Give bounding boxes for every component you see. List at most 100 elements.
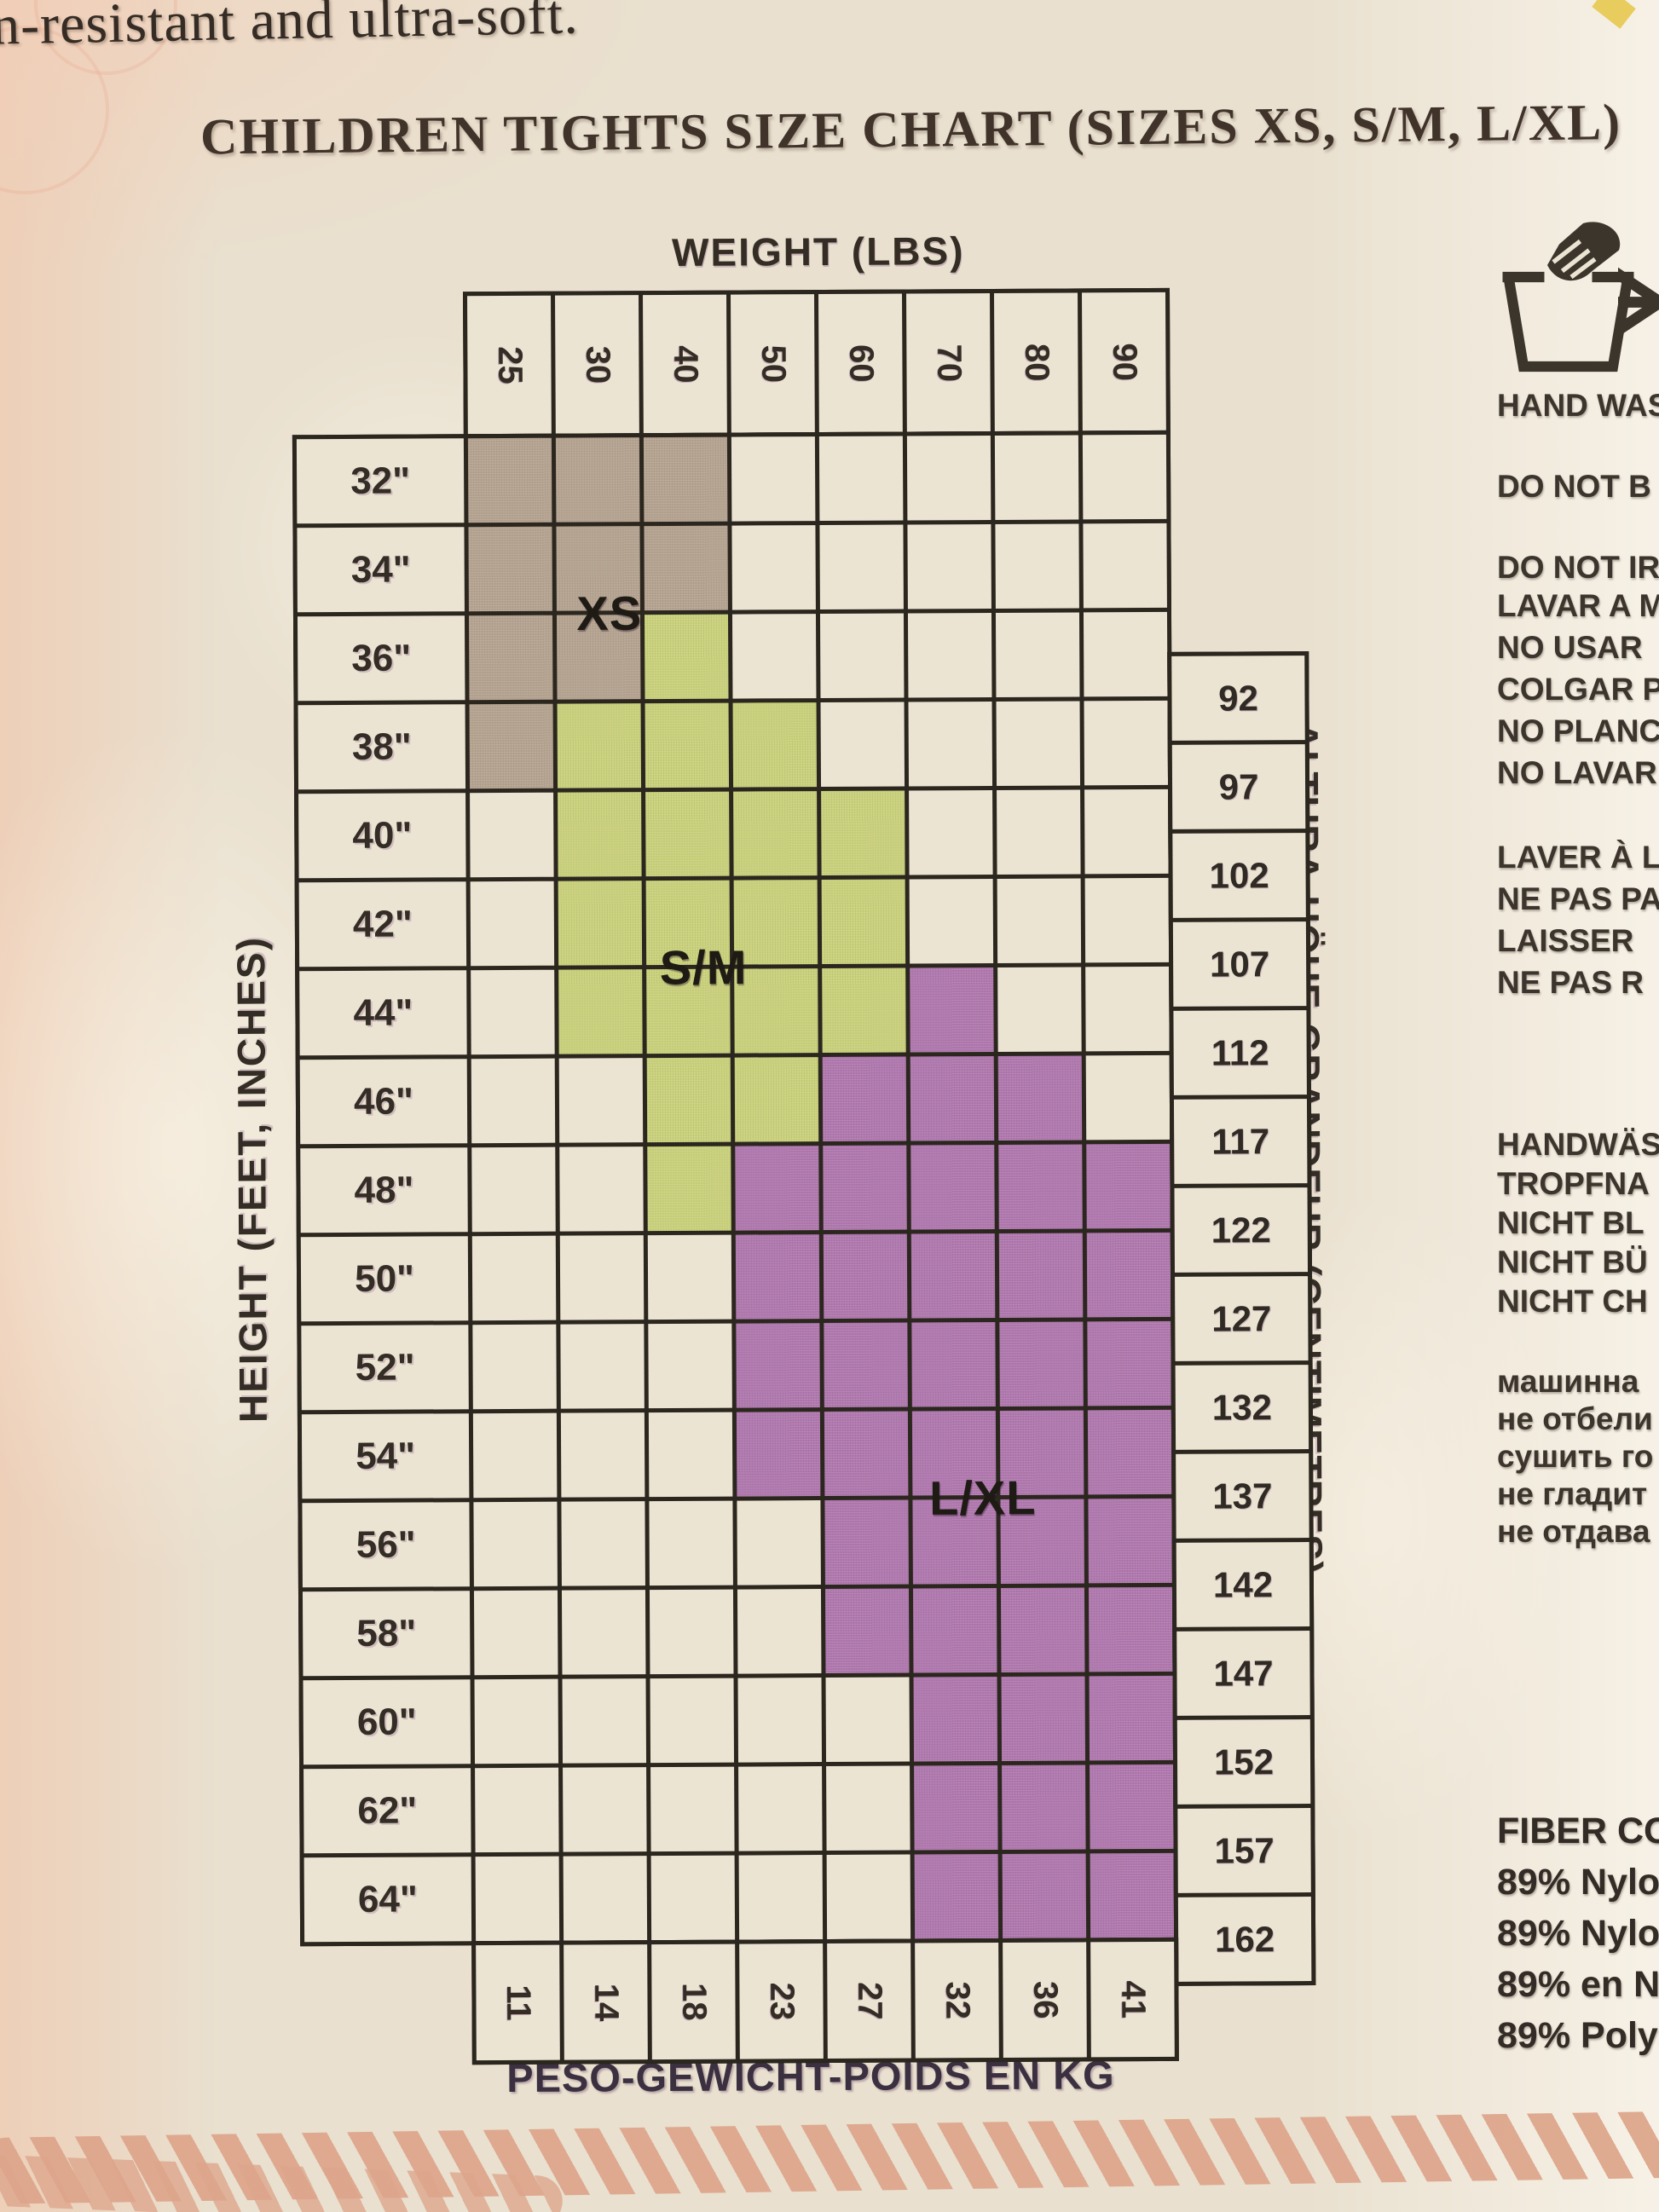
size-cell-lxl — [823, 1145, 907, 1231]
size-cell-lxl — [824, 1322, 908, 1408]
height-label-cell: 54" — [301, 1413, 470, 1499]
empty-cell — [475, 1767, 559, 1853]
size-cell-sm — [645, 702, 730, 788]
height-label-cell: 36" — [297, 615, 465, 702]
care-line-fr: LAVER À L — [1497, 840, 1659, 875]
care-line-ru: сушить го — [1497, 1439, 1654, 1474]
empty-cell — [559, 1235, 645, 1320]
kg-tick: 27 — [850, 1981, 889, 2020]
size-cell-lxl — [1088, 1586, 1173, 1672]
care-line-fiber: 89% Nylon — [1497, 1913, 1659, 1954]
care-line-en: HAND WAS — [1497, 388, 1659, 423]
empty-cell — [561, 1501, 645, 1586]
empty-cell — [648, 1412, 733, 1498]
empty-cell — [650, 1678, 735, 1764]
kg-tick-cell: 14 — [564, 1944, 648, 2060]
weight-lbs-tick: 70 — [929, 343, 968, 382]
centimetres-tick: 147 — [1213, 1652, 1274, 1694]
kg-tick-cell: 27 — [827, 1943, 911, 2059]
size-cell-lxl — [910, 1233, 996, 1319]
empty-cell — [731, 525, 816, 610]
empty-cell — [826, 1765, 910, 1851]
centimetres-cell: 147 — [1176, 1631, 1310, 1716]
empty-cell — [473, 1590, 558, 1676]
kg-tick: 36 — [1026, 1980, 1065, 2019]
size-cell-lxl — [910, 1144, 995, 1230]
kg-tick-cell: 23 — [739, 1943, 824, 2059]
height-label-cell: 50" — [300, 1236, 469, 1322]
empty-cell — [1084, 700, 1169, 786]
height-label-cell: 42" — [298, 881, 467, 967]
empty-cell — [825, 1677, 910, 1763]
empty-cell — [906, 436, 991, 521]
height-tick: 64" — [357, 1878, 418, 1920]
height-label-cell: 32" — [296, 438, 465, 524]
kg-tick: 41 — [1113, 1980, 1153, 2019]
weight-lbs-tick-cell: 70 — [906, 293, 991, 432]
size-cell-lxl — [912, 1587, 997, 1673]
kg-tick: 32 — [938, 1981, 977, 2020]
centimetres-cell: 102 — [1172, 833, 1306, 918]
empty-cell — [475, 1856, 560, 1942]
centimetres-tick: 102 — [1209, 854, 1269, 896]
empty-cell — [1084, 877, 1170, 963]
size-cell-sm — [732, 702, 818, 788]
size-cell-sm — [558, 792, 642, 877]
care-line-es: NO USAR — [1497, 630, 1643, 665]
height-tick: 40" — [352, 814, 413, 857]
empty-cell — [819, 613, 905, 699]
size-cell-lxl — [1001, 1676, 1086, 1761]
care-line-de: TROPFNA — [1497, 1166, 1650, 1201]
centimetres-cell: 97 — [1171, 744, 1306, 829]
height-label-cell: 56" — [302, 1502, 470, 1588]
size-cell-xs — [468, 526, 552, 612]
centimetres-cell: 122 — [1174, 1187, 1309, 1273]
centimetres-cell: 117 — [1173, 1099, 1308, 1184]
centimetres-tick: 92 — [1218, 677, 1258, 719]
empty-cell — [648, 1323, 732, 1409]
empty-cell — [470, 792, 554, 878]
empty-cell — [471, 969, 555, 1055]
centimetres-tick: 132 — [1211, 1386, 1273, 1428]
weight-lbs-tick-cell: 30 — [555, 295, 639, 434]
size-label-lxl: L/XL — [928, 1470, 1037, 1525]
size-cell-lxl — [1002, 1853, 1087, 1938]
centimetres-cell: 152 — [1176, 1719, 1311, 1805]
weight-lbs-tick-cell: 25 — [467, 295, 552, 435]
size-cell-sm — [645, 791, 730, 877]
care-line-es: NO PLANC — [1497, 713, 1659, 748]
weight-lbs-tick: 80 — [1017, 343, 1056, 382]
empty-cell — [471, 1235, 557, 1321]
centimetres-tick: 107 — [1209, 943, 1270, 985]
care-line-de: NICHT BL — [1497, 1205, 1645, 1240]
care-line-es: LAVAR A M — [1497, 588, 1659, 623]
empty-cell — [994, 435, 1079, 520]
size-cell-lxl — [999, 1321, 1084, 1406]
centimetres-cell: 127 — [1175, 1276, 1309, 1361]
weight-lbs-tick-cell: 40 — [643, 294, 727, 434]
height-label-cell: 52" — [301, 1325, 469, 1411]
care-line-de: NICHT BÜ — [1497, 1245, 1648, 1279]
size-cell-sm — [647, 1146, 731, 1232]
size-cell-lxl — [1088, 1498, 1172, 1584]
weight-lbs-tick: 90 — [1105, 342, 1144, 381]
kg-tick-cell: 36 — [1003, 1942, 1087, 2058]
size-cell-xs — [555, 437, 640, 523]
empty-cell — [471, 1058, 556, 1144]
centimetres-cell: 132 — [1175, 1365, 1309, 1450]
kg-footer-row: 11 14 18 23 27 32 36 41 — [471, 1937, 1179, 2065]
size-cell-lxl — [910, 1055, 995, 1141]
centimetres-cell: 112 — [1173, 1010, 1307, 1095]
height-tick: 62" — [357, 1789, 418, 1832]
size-cell-lxl — [910, 967, 994, 1053]
empty-cell — [737, 1678, 823, 1763]
height-tick: 58" — [356, 1612, 417, 1655]
weight-lbs-tick: 60 — [841, 344, 881, 383]
centimetres-cell: 137 — [1176, 1453, 1309, 1539]
empty-cell — [819, 524, 904, 610]
centimetres-cell: 157 — [1177, 1808, 1311, 1893]
size-cell-lxl — [913, 1676, 998, 1762]
care-line-fr: LAISSER — [1497, 923, 1634, 958]
empty-cell — [826, 1854, 911, 1940]
care-line-ru: не отбели — [1497, 1401, 1653, 1436]
